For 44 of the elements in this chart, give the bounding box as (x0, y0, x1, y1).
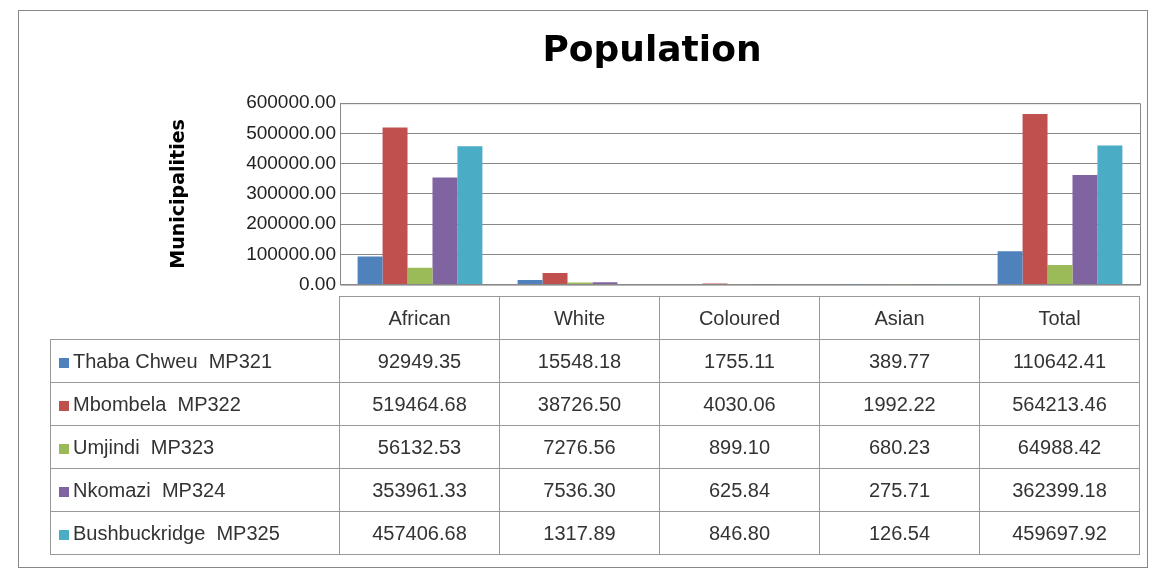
data-label: 38726.50 (499, 382, 660, 426)
x-tick-label: Coloured (659, 296, 820, 340)
y-tick-label: 0.00 (299, 272, 336, 294)
x-tick-label: African (339, 296, 500, 340)
data-label: 1755.11 (659, 339, 820, 383)
legend-label: Mbombela MP322 (73, 392, 241, 415)
y-tick-label: 500000.00 (246, 121, 336, 143)
data-label: 846.80 (659, 511, 820, 555)
data-label: 457406.68 (339, 511, 500, 555)
data-label: 362399.18 (979, 468, 1140, 512)
data-label: 459697.92 (979, 511, 1140, 555)
y-axis-title: Municipalities (166, 119, 189, 269)
y-tick-label: 100000.00 (246, 242, 336, 264)
data-label: 353961.33 (339, 468, 500, 512)
y-tick-label: 600000.00 (246, 91, 336, 113)
data-label: 56132.53 (339, 425, 500, 469)
data-label: 625.84 (659, 468, 820, 512)
x-tick-label: Asian (819, 296, 980, 340)
y-tick-label: 200000.00 (246, 212, 336, 234)
data-label: 519464.68 (339, 382, 500, 426)
data-label: 64988.42 (979, 425, 1140, 469)
x-tick-label: Total (979, 296, 1140, 340)
data-label: 126.54 (819, 511, 980, 555)
data-label: 7276.56 (499, 425, 660, 469)
data-label: 564213.46 (979, 382, 1140, 426)
x-tick-label: White (499, 296, 660, 340)
data-label: 389.77 (819, 339, 980, 383)
data-label: 899.10 (659, 425, 820, 469)
data-label: 4030.06 (659, 382, 820, 426)
y-tick-label: 300000.00 (246, 182, 336, 204)
legend-label: Umjindi MP323 (73, 435, 215, 458)
legend-label: Bushbuckridge MP325 (73, 521, 280, 544)
data-label: 110642.41 (979, 339, 1140, 383)
chart-title: Population (542, 27, 762, 69)
legend-label: Nkomazi MP324 (73, 478, 226, 501)
data-label: 1992.22 (819, 382, 980, 426)
data-label: 92949.35 (339, 339, 500, 383)
legend-label: Thaba Chweu MP321 (73, 349, 273, 372)
data-label: 15548.18 (499, 339, 660, 383)
y-tick-label: 400000.00 (246, 151, 336, 173)
data-label: 7536.30 (499, 468, 660, 512)
data-label: 680.23 (819, 425, 980, 469)
data-label: 275.71 (819, 468, 980, 512)
data-label: 1317.89 (499, 511, 660, 555)
